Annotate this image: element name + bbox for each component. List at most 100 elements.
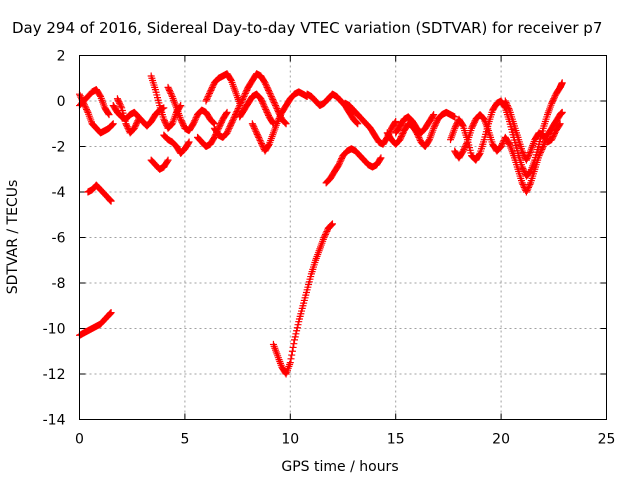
data-point	[353, 119, 361, 127]
data-point	[321, 230, 329, 238]
data-point	[234, 106, 242, 114]
data-point	[168, 91, 176, 99]
y-tick-label: -14	[43, 413, 66, 429]
data-point	[82, 104, 90, 112]
y-tick-label: -12	[43, 367, 66, 383]
data-point	[262, 80, 270, 88]
data-point	[223, 108, 231, 116]
data-point	[549, 133, 557, 141]
data-point	[498, 141, 506, 149]
data-point	[288, 347, 296, 355]
data-point	[391, 119, 399, 127]
data-point	[264, 85, 272, 93]
data-point	[273, 105, 281, 113]
data-point	[234, 105, 242, 113]
data-point	[525, 182, 533, 190]
data-point	[535, 152, 543, 160]
data-point	[268, 94, 276, 102]
data-point	[228, 118, 236, 126]
data-point	[265, 141, 273, 149]
data-point	[227, 120, 235, 128]
data-point	[223, 129, 231, 137]
data-point	[499, 139, 507, 147]
series-s18	[322, 145, 385, 187]
series-s3	[84, 181, 115, 205]
data-point	[291, 336, 299, 344]
data-point	[505, 139, 513, 147]
series-s19	[269, 220, 336, 378]
data-point	[281, 119, 289, 127]
data-point	[257, 95, 265, 103]
data-point	[522, 188, 530, 196]
data-point	[161, 118, 169, 126]
data-point	[320, 234, 328, 241]
data-point	[336, 158, 344, 166]
x-tick-label: 5	[180, 432, 189, 448]
data-point	[524, 153, 532, 161]
data-point	[83, 105, 91, 113]
data-point	[267, 92, 275, 100]
data-point	[229, 115, 237, 123]
data-point	[263, 83, 271, 91]
data-point	[430, 111, 438, 119]
data-point	[265, 88, 273, 96]
data-point	[206, 88, 214, 96]
data-point	[399, 130, 407, 138]
data-point	[396, 136, 404, 144]
data-point	[135, 115, 143, 123]
data-point	[224, 127, 232, 135]
data-point	[287, 355, 295, 363]
data-point	[523, 186, 531, 194]
data-point	[241, 89, 249, 97]
data-point	[337, 156, 345, 164]
data-point	[217, 120, 225, 128]
data-point	[109, 120, 117, 128]
data-point	[255, 133, 263, 141]
data-point	[539, 144, 547, 152]
x-tick-label: 15	[387, 432, 405, 448]
data-point	[269, 119, 277, 127]
series-s4	[76, 309, 115, 339]
data-point	[263, 108, 271, 116]
data-point	[504, 103, 512, 111]
data-point	[392, 117, 400, 125]
data-point	[551, 130, 559, 138]
data-point	[525, 183, 533, 191]
data-point	[216, 121, 224, 129]
data-point	[291, 333, 299, 341]
data-point	[191, 115, 199, 123]
series-s13	[210, 70, 290, 141]
data-point	[519, 164, 527, 172]
series-s24	[501, 97, 564, 164]
data-point	[262, 107, 270, 115]
data-point	[208, 85, 216, 93]
data-point	[262, 82, 270, 90]
data-point	[131, 123, 139, 131]
y-tick-label: -10	[43, 322, 66, 338]
data-point	[265, 86, 273, 94]
data-point	[190, 118, 198, 126]
data-point	[209, 118, 217, 126]
data-point	[526, 180, 534, 188]
data-point	[130, 124, 138, 132]
data-point	[178, 118, 186, 126]
data-point	[475, 150, 483, 158]
data-point	[397, 133, 405, 141]
data-point	[518, 179, 526, 187]
data-point	[538, 146, 546, 154]
data-point	[257, 96, 265, 104]
data-point	[429, 112, 437, 120]
data-point	[321, 232, 329, 240]
data-point	[115, 98, 123, 106]
data-point	[276, 113, 284, 121]
data-point	[452, 121, 460, 129]
data-point	[322, 229, 330, 237]
data-point	[108, 121, 116, 129]
data-point	[164, 156, 172, 164]
data-point	[536, 149, 544, 157]
data-point	[116, 101, 124, 109]
y-tick-label: -8	[52, 276, 66, 292]
data-point	[259, 99, 267, 107]
data-point	[549, 96, 557, 104]
